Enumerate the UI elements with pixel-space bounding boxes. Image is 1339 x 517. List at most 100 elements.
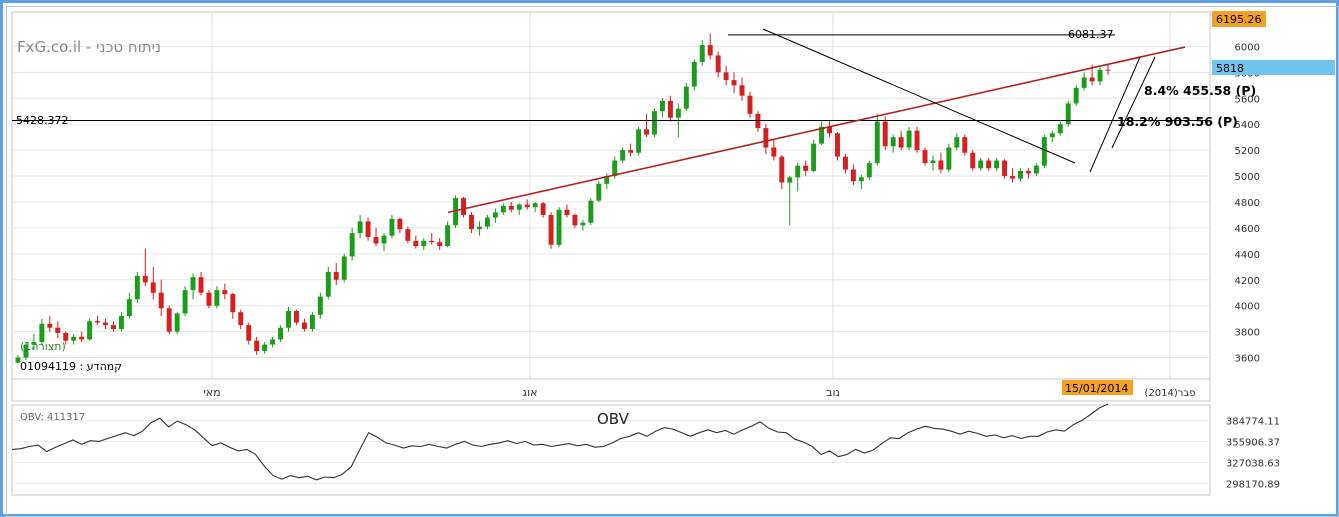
candle-body — [262, 344, 268, 352]
candle-body — [484, 217, 490, 227]
candle-body — [763, 128, 769, 148]
obv-panel[interactable] — [11, 404, 1211, 496]
candle-body — [453, 198, 459, 226]
candle-body — [659, 100, 665, 112]
candle-body — [938, 160, 944, 170]
candle-body — [1065, 103, 1071, 125]
candle-body — [540, 203, 546, 215]
candle-body — [373, 236, 379, 244]
candle-body — [516, 204, 522, 210]
price-y-tick: 5200 — [1235, 146, 1260, 157]
candle-body — [675, 108, 681, 118]
candle-body — [532, 203, 538, 208]
candle-body — [906, 130, 912, 148]
candle-body — [246, 325, 252, 341]
candle-body — [437, 242, 443, 247]
month-label-aug: אוג — [523, 386, 538, 399]
candle-body — [1010, 176, 1015, 179]
candle-body — [118, 316, 124, 330]
price-y-tick: 5000 — [1235, 172, 1260, 183]
candle-body — [628, 150, 634, 153]
measure-line-short[interactable] — [1089, 56, 1141, 173]
top-price-badge-text: 6195.26 — [1216, 13, 1262, 26]
candle-body — [827, 126, 832, 134]
candle-body — [835, 133, 840, 157]
obv-value-label: OBV: 411317 — [20, 412, 85, 423]
price-y-tick: 4600 — [1235, 224, 1260, 235]
price-panel[interactable] — [11, 11, 1211, 380]
candle-body — [882, 121, 888, 147]
candle-body — [819, 126, 825, 144]
candle-body — [214, 290, 220, 306]
candle-body — [596, 183, 602, 201]
candle-body — [166, 308, 172, 332]
candle-body — [898, 137, 904, 148]
month-label-nov: נוב — [826, 386, 840, 399]
candle-body — [787, 177, 793, 183]
month-label-feb: פבר(2014) — [1145, 388, 1196, 399]
candle-body — [683, 86, 689, 109]
candle-body — [858, 177, 864, 182]
candle-body — [325, 271, 331, 297]
price-y-tick: 5400 — [1235, 120, 1260, 131]
candle-body — [71, 336, 77, 341]
candle-body — [986, 160, 992, 169]
price-y-tick: 4400 — [1235, 250, 1260, 261]
last-price-badge-text: 5818 — [1216, 62, 1244, 75]
candle-body — [667, 100, 673, 118]
obv-line — [11, 403, 1109, 481]
candle-body — [206, 292, 212, 306]
candle-body — [349, 233, 355, 257]
candle-body — [707, 45, 713, 56]
candle-body — [142, 275, 148, 283]
candle-body — [620, 150, 626, 161]
candle-body — [922, 150, 928, 164]
descending-trendline[interactable] — [762, 28, 1076, 164]
horizontal-level-label: 5428.372 — [16, 114, 69, 127]
candle-body — [524, 204, 530, 208]
candle-body — [580, 222, 586, 226]
price-y-tick: 4800 — [1235, 198, 1260, 209]
candle-body — [174, 313, 180, 332]
candle-body — [508, 205, 514, 210]
obv-y-tick: 327038.63 — [1226, 458, 1280, 469]
candle-body — [254, 340, 260, 352]
candle-body — [731, 80, 737, 86]
price-y-tick: 5600 — [1235, 94, 1260, 105]
price-y-tick: 4200 — [1235, 276, 1260, 287]
candle-body — [771, 147, 777, 157]
peak-level-label: 6081.37 — [1068, 28, 1114, 41]
obv-title: OBV — [597, 410, 630, 428]
candle-body — [405, 229, 411, 241]
candle-body — [612, 160, 618, 177]
price-y-tick: 6000 — [1235, 42, 1260, 53]
candle-body — [278, 327, 284, 340]
candle-body — [429, 240, 435, 243]
candle-body — [866, 163, 872, 178]
candle-body — [317, 296, 323, 315]
measure-line-long[interactable] — [1111, 56, 1156, 149]
candle-body — [309, 314, 315, 330]
candle-body — [1073, 87, 1079, 104]
candle-body — [476, 226, 482, 230]
candle-body — [1049, 133, 1055, 138]
candle-body — [95, 321, 101, 323]
candle-body — [874, 121, 880, 164]
price-y-tick: 3600 — [1235, 354, 1260, 365]
candle-body — [421, 240, 427, 247]
candle-body — [1002, 160, 1008, 177]
candle-body — [556, 209, 562, 245]
candle-body — [500, 205, 506, 213]
candle-body — [1081, 77, 1087, 88]
red-trendline[interactable] — [447, 46, 1186, 214]
candle-body — [636, 129, 642, 153]
candle-body — [850, 169, 856, 182]
candle-body — [31, 341, 37, 345]
candle-body — [389, 218, 395, 236]
candle-body — [461, 198, 467, 215]
candle-body — [795, 165, 801, 178]
candle-body — [978, 160, 984, 169]
top-price-badge — [1212, 11, 1266, 27]
candle-body — [691, 61, 697, 87]
